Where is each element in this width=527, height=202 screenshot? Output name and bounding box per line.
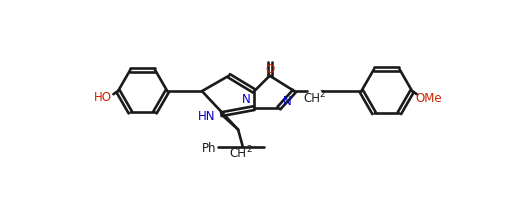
Text: O: O [265, 63, 275, 76]
Text: OMe: OMe [416, 91, 442, 104]
Text: CH: CH [230, 146, 247, 159]
Text: CH: CH [304, 91, 320, 104]
Text: N: N [242, 92, 250, 105]
Text: HN: HN [198, 110, 215, 123]
Text: Ph: Ph [202, 141, 216, 154]
Text: 2: 2 [247, 145, 252, 154]
Text: HO: HO [94, 90, 112, 103]
Text: 2: 2 [320, 89, 325, 98]
Text: N: N [283, 94, 291, 107]
